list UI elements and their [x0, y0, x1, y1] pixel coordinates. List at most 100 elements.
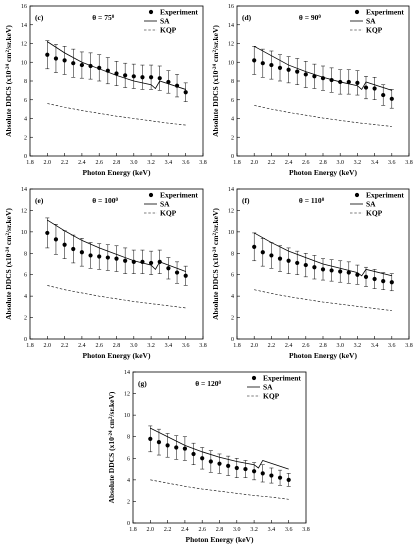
x-tick-label: 2.4 [181, 527, 189, 533]
y-tick-label: 2 [24, 316, 27, 322]
chart-panel-f: 1.8 2.0 2.2 2.4 2.6 2.8 3.0 3.2 3.4 3.6 3.8 0 2 4 6 8 10… [211, 187, 413, 360]
data-point-experiment [363, 85, 369, 90]
y-tick-label: 2 [231, 316, 234, 322]
y-tick-label: 4 [127, 478, 130, 484]
data-point-experiment [200, 456, 205, 461]
y-tick-label: 0 [231, 337, 234, 343]
data-point-experiment [88, 63, 93, 69]
data-point-experiment [226, 463, 231, 468]
data-point-experiment [329, 77, 334, 83]
legend-marker-experiment [148, 9, 154, 15]
x-tick-label: 3.4 [371, 343, 379, 349]
data-point-experiment [269, 473, 274, 478]
legend-label-experiment: Experiment [366, 8, 404, 17]
data-point-experiment [114, 256, 119, 261]
y-tick-label: 12 [21, 42, 27, 48]
series-line-kqp [47, 103, 186, 126]
data-point-experiment [252, 244, 257, 249]
x-tick-label: 2.8 [113, 160, 121, 166]
x-tick-label: 3.0 [233, 527, 241, 533]
y-tick-label: 16 [21, 4, 27, 10]
y-tick-label: 8 [231, 251, 234, 257]
legend-label-kqp: KQP [366, 209, 383, 218]
x-tick-label: 3.6 [182, 343, 190, 349]
data-point-experiment [286, 67, 291, 72]
x-tick-label: 2.4 [285, 343, 293, 349]
data-point-experiment [269, 62, 274, 68]
theta-label: θ = 1200 [195, 379, 221, 388]
data-point-experiment [97, 65, 102, 70]
y-tick-label: 8 [127, 435, 130, 441]
data-point-experiment [363, 274, 369, 279]
data-point-experiment [277, 65, 283, 70]
data-point-experiment [165, 443, 170, 448]
x-tick-label: 2.8 [319, 160, 327, 166]
chart-panel-g: 1.8 2.0 2.2 2.4 2.6 2.8 3.0 3.2 3.4 3.6 3.8 0 2 4 6 8 10… [107, 370, 310, 544]
panel-label: (g) [138, 379, 147, 388]
data-point-experiment [131, 259, 136, 264]
x-tick-label: 3.2 [147, 343, 155, 349]
chart-panel-c: 1.8 2.0 2.2 2.4 2.6 2.8 3.0 3.2 3.4 3.6 3.8 0 2 4 6 8 10… [4, 4, 207, 177]
x-tick-label: 1.8 [26, 160, 34, 166]
legend-label-sa: SA [160, 17, 170, 26]
y-tick-label: 12 [228, 208, 234, 214]
x-tick-label: 2.0 [44, 160, 52, 166]
x-tick-label: 3.4 [165, 343, 173, 349]
theta-label: θ = 1100 [299, 196, 325, 205]
data-point-experiment [62, 58, 67, 63]
data-point-experiment [260, 61, 265, 66]
legend-marker-experiment [354, 9, 360, 15]
data-point-experiment [243, 466, 248, 472]
x-tick-label: 3.2 [354, 343, 362, 349]
y-tick-label: 2 [231, 135, 234, 141]
data-point-experiment [174, 270, 180, 275]
x-tick-label: 3.8 [302, 527, 310, 533]
data-point-experiment [355, 80, 360, 85]
data-point-experiment [389, 280, 394, 285]
y-tick-label: 6 [127, 456, 130, 462]
x-tick-label: 2.6 [95, 343, 103, 349]
y-tick-label: 14 [124, 370, 130, 376]
data-point-experiment [303, 72, 308, 77]
data-point-experiment [252, 469, 257, 474]
x-tick-label: 3.6 [285, 527, 293, 533]
y-tick-label: 4 [24, 117, 27, 123]
x-tick-label: 2.0 [147, 527, 155, 533]
y-tick-label: 8 [24, 251, 27, 257]
data-point-experiment [157, 259, 162, 264]
x-tick-label: 3.0 [336, 160, 344, 166]
data-point-experiment [53, 56, 59, 61]
data-point-experiment [183, 90, 188, 95]
legend-label-sa: SA [366, 200, 376, 209]
x-tick-label: 1.8 [129, 527, 137, 533]
x-tick-label: 2.6 [302, 343, 310, 349]
data-point-experiment [191, 451, 196, 457]
x-tick-label: 3.8 [199, 343, 207, 349]
data-point-experiment [389, 96, 394, 101]
data-point-experiment [97, 254, 102, 259]
y-tick-label: 6 [231, 98, 234, 104]
y-tick-label: 12 [124, 392, 130, 398]
data-point-experiment [166, 79, 171, 85]
y-tick-label: 12 [21, 208, 27, 214]
y-axis-title: Absolute DDCS (x10-24 cm2/sr.keV) [4, 208, 13, 320]
y-tick-label: 12 [228, 42, 234, 48]
data-point-experiment [329, 268, 334, 273]
data-point-experiment [62, 242, 67, 247]
x-tick-label: 2.8 [319, 343, 327, 349]
theta-label: θ = 900 [299, 13, 321, 22]
series-line-kqp [254, 289, 392, 311]
y-tick-label: 10 [21, 230, 27, 236]
data-point-experiment [303, 262, 308, 268]
x-tick-label: 2.2 [61, 160, 69, 166]
theta-label: θ = 1000 [92, 196, 118, 205]
data-point-experiment [114, 71, 119, 76]
legend-label-kqp: KQP [160, 26, 177, 35]
y-tick-label: 6 [24, 273, 27, 279]
legend-marker-experiment [354, 192, 360, 198]
y-tick-label: 4 [24, 294, 27, 300]
data-point-experiment [277, 256, 283, 261]
legend-marker-experiment [148, 192, 154, 198]
data-point-experiment [88, 253, 93, 258]
